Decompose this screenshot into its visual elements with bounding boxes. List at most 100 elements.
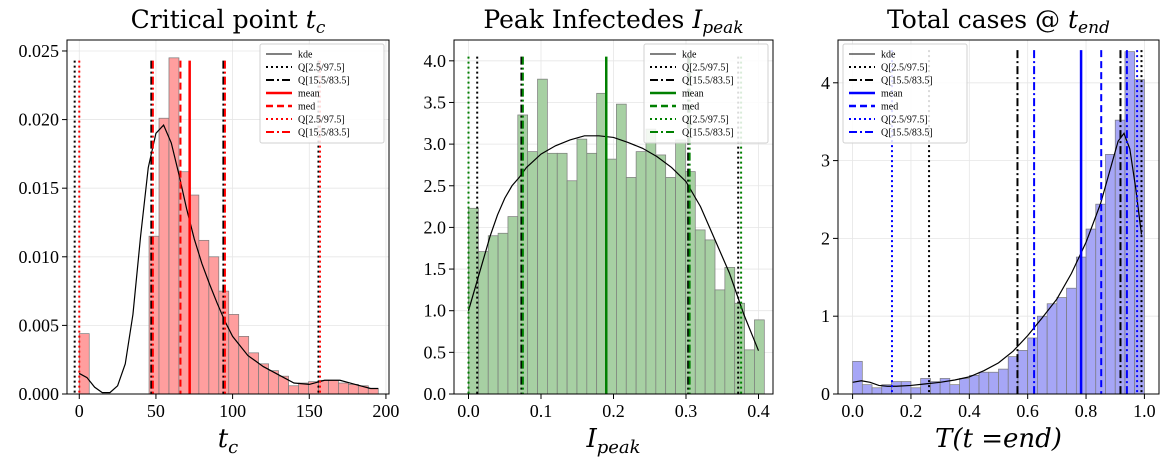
histogram-bar — [891, 381, 902, 395]
histogram-bar — [754, 319, 765, 395]
y-tick-label: 1.5 — [424, 259, 447, 279]
histogram-bar — [959, 378, 970, 395]
y-tick-label: 0.0 — [424, 384, 447, 404]
histogram-bar — [556, 152, 568, 395]
x-axis-label: tc — [218, 424, 239, 458]
y-tick-label: 2.5 — [424, 176, 447, 196]
histogram-bar — [645, 128, 657, 395]
histogram-bar — [168, 57, 180, 395]
histogram-bar — [704, 239, 716, 395]
legend: kde Q[2.5/97.5] Q[15.5/83.5] mean med Q[2.5/9… — [259, 43, 385, 144]
x-tick-label: 150 — [296, 401, 323, 421]
histogram-bar — [487, 235, 499, 395]
x-tick-label: 0.0 — [841, 401, 864, 421]
histogram-bar — [675, 139, 686, 395]
y-tick-label: 1 — [821, 306, 830, 326]
legend-label: Q[2.5/97.5] — [881, 63, 928, 74]
legend-label: Q[2.5/97.5] — [881, 115, 928, 126]
legend-label: kde — [682, 50, 697, 61]
histogram-bar — [968, 374, 980, 395]
histogram-bar — [852, 360, 863, 395]
histogram-bar — [507, 216, 519, 395]
y-tick-label: 4 — [821, 73, 830, 93]
histogram-bar — [978, 371, 990, 395]
x-tick-label: 0.1 — [530, 401, 553, 421]
kde-line — [467, 135, 760, 351]
y-tick-label: 4.0 — [424, 51, 447, 71]
histogram-bar — [497, 232, 509, 395]
histogram-bar — [1066, 287, 1077, 395]
y-tick-label: 0.015 — [19, 178, 60, 198]
y-tick-label: 0.5 — [424, 342, 447, 362]
chart-panel-3: 0.0 0.2 0.4 0.6 0.8 1.0 0 1 2 3 4 Total cases @ ten… — [821, 5, 1160, 454]
histogram-bar — [694, 229, 706, 395]
histogram-bar — [288, 385, 299, 395]
y-tick-label: 0.020 — [19, 110, 60, 130]
legend-label: Q[2.5/97.5] — [298, 115, 345, 126]
legend-label: Q[2.5/97.5] — [298, 63, 345, 74]
histogram-bar — [744, 349, 755, 395]
histogram-bar — [635, 151, 647, 395]
y-tick-label: 3.0 — [424, 134, 447, 154]
histogram-bar — [910, 387, 922, 395]
axes-frame — [66, 39, 390, 395]
x-tick-label: 0.4 — [958, 401, 981, 421]
legend-label: med — [298, 102, 315, 113]
x-tick-label: 50 — [147, 401, 165, 421]
legend-label: Q[2.5/97.5] — [682, 115, 729, 126]
histogram-bar — [988, 371, 999, 395]
histogram-bar — [367, 388, 379, 395]
histogram-bar — [537, 78, 548, 395]
histogram-bar — [665, 177, 676, 395]
chart-title: Peak Infectedes Ipeak — [483, 5, 743, 38]
legend-label: Q[15.5/83.5] — [298, 76, 350, 87]
histogram-bar — [655, 154, 667, 395]
histogram-bar — [1027, 337, 1038, 395]
x-tick-label: 200 — [372, 401, 399, 421]
histogram-bar — [1046, 303, 1058, 395]
histogram-bar — [606, 158, 617, 395]
legend-label: Q[15.5/83.5] — [298, 128, 350, 139]
legend-label: kde — [881, 50, 896, 61]
legend-label: Q[15.5/83.5] — [881, 128, 933, 139]
chart-panel-1: 0 50 100 150 200 0.000 0.005 0.010 0.015 0.020 0.0… — [19, 5, 400, 458]
histogram-bar — [198, 239, 210, 395]
chart-panel-2: 0.0 0.1 0.2 0.3 0.4 0.0 0.5 1.0 1.5 2.0 2.5 3.0 3.5 4… — [424, 5, 774, 458]
histogram-bar — [998, 368, 1009, 395]
y-tick-label: 3.5 — [424, 92, 447, 112]
histogram-bar — [78, 333, 90, 395]
y-tick-label: 0.010 — [19, 247, 60, 267]
x-tick-label: 0.6 — [1016, 401, 1039, 421]
chart-title: Critical point tc — [131, 5, 326, 38]
histogram-bar — [158, 117, 170, 395]
y-tick-label: 3 — [821, 151, 830, 171]
y-tick-label: 0.005 — [19, 315, 60, 335]
histogram-bar — [1037, 315, 1048, 395]
y-tick-label: 1.0 — [424, 301, 447, 321]
kde-line — [78, 123, 379, 394]
legend-label: mean — [298, 89, 320, 100]
histogram-bar — [1114, 119, 1126, 395]
chart-title: Total cases @ tend — [887, 5, 1110, 38]
histogram-bar — [871, 387, 883, 395]
legend: kde Q[2.5/97.5] Q[15.5/83.5] mean med Q[2.5/9… — [842, 43, 968, 144]
x-tick-label: 0.2 — [602, 401, 625, 421]
x-tick-label: 0.0 — [457, 401, 480, 421]
x-axis-label: Ipeak — [585, 424, 640, 458]
x-tick-label: 0 — [75, 401, 84, 421]
legend-label: Q[15.5/83.5] — [881, 76, 933, 87]
histogram-bar — [724, 267, 736, 395]
legend-label: med — [682, 102, 699, 113]
histogram-bar — [328, 379, 339, 395]
histogram-bar — [1085, 228, 1097, 395]
x-tick-label: 0.2 — [900, 401, 923, 421]
x-tick-label: 0.4 — [747, 401, 770, 421]
histogram-bar — [566, 180, 578, 395]
histogram-bar — [900, 381, 912, 395]
histogram-bar — [1105, 154, 1116, 395]
legend-label: kde — [298, 50, 313, 61]
histogram-bar — [1056, 297, 1067, 395]
histogram-bar — [616, 103, 627, 395]
histogram-bar — [576, 138, 588, 395]
